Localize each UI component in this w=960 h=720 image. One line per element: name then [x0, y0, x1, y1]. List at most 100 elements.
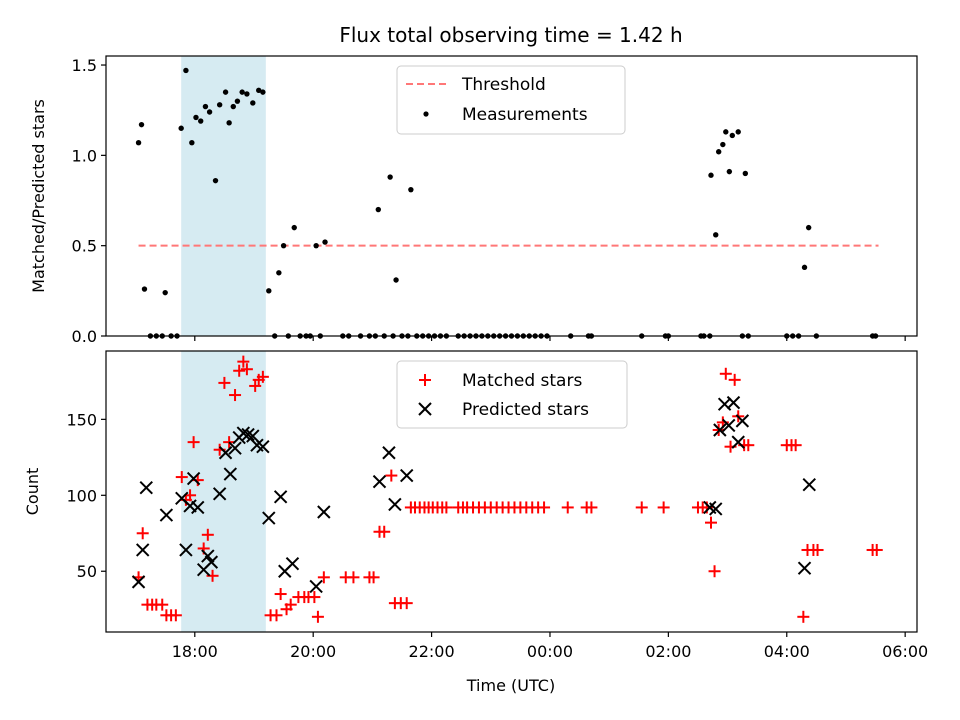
measurement-point: [230, 103, 236, 110]
matched-star-point: [233, 364, 246, 377]
predicted-star-point: [223, 467, 238, 481]
predicted-star-point: [709, 502, 723, 516]
measurement-point: [260, 89, 266, 95]
top-axes-frame: [105, 55, 918, 337]
bottom-shaded-region: [181, 351, 266, 632]
predicted-star-point: [731, 435, 745, 449]
matched-star-point: [440, 501, 453, 514]
measurement-point: [222, 89, 229, 95]
matched-star-point: [136, 527, 149, 540]
predicted-star-point: [131, 575, 146, 589]
matched-star-point: [249, 379, 262, 392]
measurement-point: [408, 186, 414, 193]
measurement-point: [183, 67, 189, 74]
bottom-xtick-label: 02:00: [645, 642, 691, 661]
bottom-ytick-label: 50: [77, 562, 97, 581]
predicted-star-point: [236, 426, 251, 440]
matched-star-point: [742, 439, 755, 452]
chart-title: Flux total observing time = 1.42 h: [339, 23, 682, 47]
predicted-star-point: [372, 474, 387, 489]
predicted-star-point: [241, 427, 255, 442]
top-x-ticks: [194, 336, 906, 341]
top-legend: Threshold Measurements: [396, 65, 626, 135]
bottom-axes-frame: [105, 350, 918, 633]
legend-matched-label: Matched stars: [462, 371, 582, 391]
matched-star-point: [274, 588, 287, 601]
measurement-point: [239, 89, 245, 95]
predicted-star-point: [802, 477, 816, 492]
predicted-star-point: [228, 441, 242, 455]
predicted-star-point: [735, 414, 750, 428]
bottom-legend: Matched stars Predicted stars: [396, 360, 628, 429]
legend-matched-swatch: [419, 374, 431, 386]
legend-measurements-swatch: [423, 111, 429, 117]
predicted-star-point: [317, 505, 331, 519]
measurement-point: [138, 121, 145, 128]
matched-star-point: [218, 376, 231, 389]
bottom-xtick-label: 00:00: [527, 642, 573, 661]
bottom-panel: 50 100 150 18:00 20:00 22:00 00:00 02:00 04:00 0…: [23, 350, 928, 695]
bottom-xtick-label: 18:00: [172, 642, 218, 661]
matched-star-point: [811, 543, 824, 556]
predicted-star-point: [273, 490, 288, 504]
matched-star-point: [201, 528, 214, 541]
measurement-point: [202, 103, 209, 110]
predicted-stars-points: [131, 395, 816, 594]
bottom-x-ticks: 18:00 20:00 22:00 00:00 02:00 04:00 06:00: [172, 632, 928, 661]
legend-predicted-swatch: [418, 402, 432, 416]
predicted-star-point: [713, 423, 727, 437]
matched-star-point: [635, 501, 648, 514]
matched-star-point: [789, 439, 802, 452]
matched-star-point: [256, 370, 269, 383]
bottom-y-axis-label: Count: [23, 468, 42, 516]
matched-star-point: [585, 501, 598, 514]
top-panel: 0.0 0.5 1.0 1.5 Matched/Predicted stars Thr…: [29, 55, 918, 346]
top-ytick-label: 1.0: [72, 146, 97, 165]
predicted-star-point: [212, 487, 227, 501]
matched-star-point: [708, 565, 721, 578]
predicted-star-point: [262, 511, 276, 525]
measurement-point: [280, 242, 287, 249]
measurement-point: [726, 168, 733, 175]
matched-star-point: [367, 571, 380, 584]
measurement-point: [375, 206, 382, 213]
measurement-point: [162, 289, 168, 296]
measurement-point: [250, 100, 256, 106]
top-legend-box: [396, 65, 626, 135]
measurement-point: [189, 140, 195, 146]
legend-measurements-label: Measurements: [462, 105, 588, 125]
legend-predicted-label: Predicted stars: [462, 400, 589, 420]
measurement-point: [256, 87, 262, 94]
measurement-point: [708, 172, 714, 178]
bottom-legend-box: [396, 360, 628, 429]
measurement-point: [276, 270, 282, 276]
matched-star-point: [378, 525, 391, 538]
bottom-xtick-label: 04:00: [764, 642, 810, 661]
bottom-xtick-label: 22:00: [409, 642, 455, 661]
matched-star-point: [187, 436, 200, 449]
measurement-point: [198, 118, 204, 124]
matched-star-point: [169, 609, 182, 622]
predicted-star-point: [797, 561, 812, 575]
predicted-star-point: [139, 480, 153, 495]
measurement-point: [212, 177, 219, 184]
measurement-point: [206, 109, 213, 115]
measurement-point: [735, 129, 741, 135]
measurement-point: [291, 224, 297, 231]
matched-star-point: [561, 501, 574, 514]
predicted-star-point: [400, 468, 414, 483]
matched-star-point: [797, 610, 810, 623]
predicted-star-point: [201, 549, 215, 563]
predicted-star-point: [159, 508, 174, 522]
matched-star-point: [385, 469, 398, 482]
matched-star-point: [400, 597, 413, 610]
measurement-point: [805, 224, 812, 231]
measurement-point: [216, 102, 223, 108]
measurement-point: [715, 149, 722, 155]
matched-star-point: [311, 610, 324, 623]
measurement-point: [720, 141, 726, 148]
predicted-star-point: [726, 395, 741, 410]
measurement-point: [742, 170, 749, 177]
predicted-star-point: [135, 543, 150, 557]
